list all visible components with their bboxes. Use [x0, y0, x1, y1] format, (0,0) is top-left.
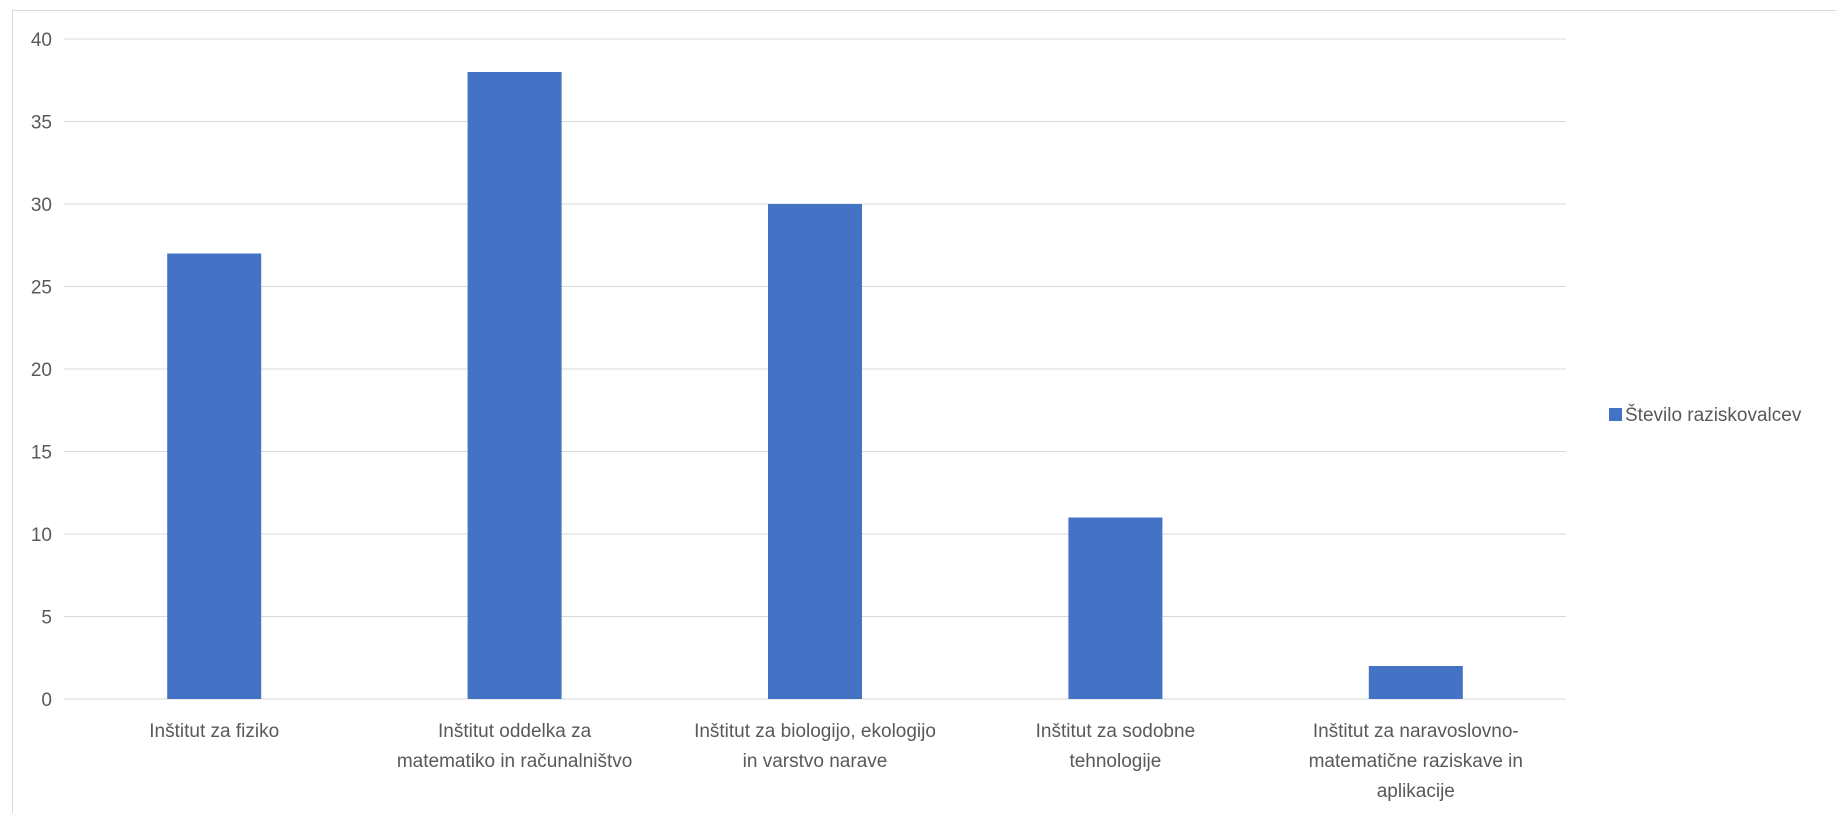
x-category-label-line: Inštitut za fiziko — [149, 721, 279, 742]
x-category-label-line: matematiko in računalništvo — [397, 751, 633, 772]
x-category-label-line: Inštitut za naravoslovno- — [1313, 721, 1519, 742]
y-tick-label: 15 — [31, 443, 52, 464]
bar — [1368, 666, 1463, 699]
x-axis-labels: Inštitut za fiziko Inštitut oddelka za mat… — [149, 721, 1523, 802]
bar — [167, 253, 262, 699]
y-tick-label: 0 — [41, 690, 52, 711]
x-category-label: Inštitut oddelka za matematiko in računal… — [397, 721, 633, 772]
y-axis-ticks: 0 5 10 15 20 25 30 35 40 — [31, 30, 52, 711]
x-category-label-line: aplikacije — [1377, 781, 1455, 802]
x-category-label: Inštitut za fiziko — [149, 721, 279, 742]
x-category-label: Inštitut za sodobne tehnologije — [1036, 721, 1196, 772]
y-tick-label: 40 — [31, 30, 52, 51]
y-tick-label: 25 — [31, 278, 52, 299]
x-category-label-line: matematične raziskave in — [1309, 751, 1523, 772]
bar — [1068, 517, 1163, 699]
legend-swatch — [1609, 408, 1622, 421]
chart-area — [12, 10, 1836, 813]
y-tick-label: 5 — [41, 608, 52, 629]
bar — [467, 72, 562, 699]
x-category-label-line: Inštitut za sodobne — [1036, 721, 1196, 742]
x-category-label: Inštitut za biologijo, ekologijo in varst… — [694, 721, 936, 772]
y-tick-label: 10 — [31, 525, 52, 546]
y-tick-label: 30 — [31, 195, 52, 216]
x-category-label: Inštitut za naravoslovno-matematične raz… — [1309, 721, 1523, 802]
bars — [167, 72, 1463, 699]
x-category-label-line: in varstvo narave — [743, 751, 888, 772]
legend: Število raziskovalcev — [1609, 404, 1802, 426]
legend-label: Število raziskovalcev — [1625, 404, 1802, 426]
y-tick-label: 35 — [31, 113, 52, 134]
x-category-label-line: Inštitut oddelka za — [438, 721, 592, 742]
y-tick-label: 20 — [31, 360, 52, 381]
x-category-label-line: Inštitut za biologijo, ekologijo — [694, 721, 936, 742]
x-category-label-line: tehnologije — [1069, 751, 1161, 772]
bar — [768, 204, 862, 699]
